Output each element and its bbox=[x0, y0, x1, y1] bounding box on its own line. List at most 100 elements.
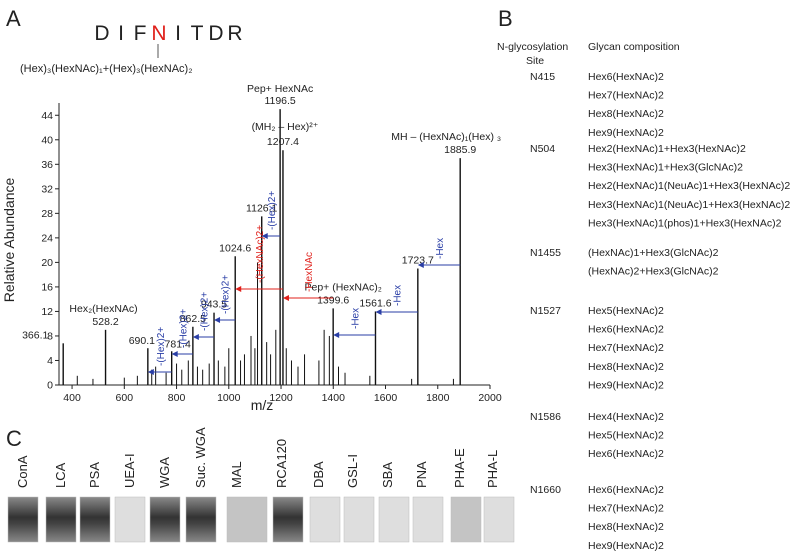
peak-label: 690.1 bbox=[129, 335, 155, 347]
peak-label: 1885.9 bbox=[444, 144, 476, 156]
blot-lane bbox=[7, 496, 39, 543]
site-label: N504 bbox=[530, 143, 555, 155]
x-axis-title: m/z bbox=[251, 397, 274, 413]
blot-lane bbox=[226, 496, 268, 543]
arrow-label: -Hex bbox=[435, 238, 446, 259]
lectin-label: DBA bbox=[311, 461, 326, 488]
peak-annotation: MH – (HexNAc)₁(Hex) ₃ bbox=[391, 131, 501, 143]
peptide-letter: N bbox=[151, 22, 166, 45]
blot-lane bbox=[185, 496, 217, 543]
arrow-label: -(Hex)2+ bbox=[267, 191, 278, 230]
x-tick-label: 800 bbox=[168, 392, 186, 404]
x-tick-label: 2000 bbox=[478, 392, 502, 404]
y-axis-title: Relative Abundance bbox=[1, 178, 17, 303]
lectin-label: PHA-L bbox=[485, 450, 500, 488]
site-label: N1527 bbox=[530, 305, 561, 317]
x-tick-label: 1400 bbox=[322, 392, 346, 404]
blot-lane bbox=[45, 496, 77, 543]
glycan: Hex7(HexNAc)2 bbox=[588, 90, 664, 102]
blot-lane bbox=[309, 496, 341, 543]
y-tick-label: 44 bbox=[41, 110, 53, 122]
panel-label: A bbox=[6, 6, 21, 31]
glycan: Hex5(HexNAc)2 bbox=[588, 305, 664, 317]
peak-label: 1024.6 bbox=[219, 242, 251, 254]
peak-label: 1196.5 bbox=[264, 95, 295, 107]
y-tick-label: 8 bbox=[47, 330, 53, 342]
arrow-label: -(Hex)2+ bbox=[199, 292, 210, 331]
arrow-label: -Hex bbox=[393, 285, 404, 306]
y-tick-label: 12 bbox=[41, 306, 53, 318]
site-label: N1455 bbox=[530, 247, 561, 259]
lectin-label: GSL-I bbox=[345, 454, 360, 488]
peak-label: 1126.1 bbox=[246, 202, 277, 214]
x-tick-label: 600 bbox=[116, 392, 134, 404]
x-tick-label: 1200 bbox=[269, 392, 293, 404]
peak-label: 1399.6 bbox=[317, 294, 349, 306]
site-label: N415 bbox=[530, 71, 555, 83]
arrow-label: -Hex bbox=[350, 308, 361, 329]
peptide-letter: I bbox=[118, 22, 124, 45]
arrow-label: -(Hex)2+ bbox=[221, 275, 232, 314]
glycan: Hex3(HexNAc)1(NeuAc)1+Hex3(HexNAc)2 bbox=[588, 199, 790, 211]
y-tick-label: 20 bbox=[41, 257, 53, 269]
peak-annotation: Pep+ HexNAc bbox=[247, 83, 313, 95]
lectin-label: LCA bbox=[53, 462, 68, 488]
lectin-label: PNA bbox=[414, 461, 429, 488]
glycan: Hex8(HexNAc)2 bbox=[588, 108, 664, 120]
glycan: Hex9(HexNAc)2 bbox=[588, 540, 664, 552]
peak-label: 781.4 bbox=[165, 338, 191, 350]
peptide-letter: F bbox=[134, 22, 147, 45]
y-tick-label: 4 bbox=[47, 355, 53, 367]
glycan: Hex6(HexNAc)2 bbox=[588, 448, 664, 460]
glycan: Hex8(HexNAc)2 bbox=[588, 521, 664, 533]
blot-lane bbox=[114, 496, 146, 543]
lectin-label: WGA bbox=[157, 457, 172, 488]
arrow-head bbox=[214, 317, 221, 323]
glycan: Hex2(HexNAc)1(NeuAc)1+Hex3(HexNAc)2 bbox=[588, 180, 790, 192]
glycan: Hex7(HexNAc)2 bbox=[588, 503, 664, 515]
glycan: Hex2(HexNAc)1+Hex3(HexNAc)2 bbox=[588, 143, 746, 155]
lectin-label: Suc. WGA bbox=[193, 427, 208, 488]
arrow-head bbox=[261, 233, 268, 239]
peak-label: 528.2 bbox=[92, 316, 118, 328]
glycan: (HexNAc)2+Hex3(GlcNAc)2 bbox=[588, 266, 719, 278]
glycan: Hex8(HexNAc)2 bbox=[588, 361, 664, 373]
y-tick-label: 36 bbox=[41, 159, 53, 171]
arrow-head bbox=[171, 351, 178, 357]
lectin-label: PSA bbox=[87, 462, 102, 488]
blot-lane bbox=[79, 496, 111, 543]
panel-label: B bbox=[498, 6, 513, 31]
x-tick-label: 1000 bbox=[217, 392, 241, 404]
glycan: Hex6(HexNAc)2 bbox=[588, 324, 664, 336]
blot-lane bbox=[272, 496, 304, 543]
glycan: Hex4(HexNAc)2 bbox=[588, 411, 664, 423]
y-tick-label: 0 bbox=[47, 380, 53, 392]
glycan: Hex5(HexNAc)2 bbox=[588, 430, 664, 442]
peptide-letter: R bbox=[227, 22, 242, 45]
peak-label: 1207.4 bbox=[267, 136, 299, 148]
arrow-head bbox=[147, 369, 154, 375]
arrow-label: -HexNAc bbox=[304, 252, 315, 292]
panel-label: C bbox=[6, 426, 22, 451]
peptide-letter: D bbox=[208, 22, 223, 45]
peak-label: 862.5 bbox=[180, 313, 206, 325]
peak-annotation: (MH₂ – Hex)²⁺ bbox=[252, 121, 319, 133]
y-tick-label: 28 bbox=[41, 208, 53, 220]
peptide-letter: D bbox=[94, 22, 109, 45]
arrow-head bbox=[282, 295, 289, 301]
peptide-letter: T bbox=[191, 22, 204, 45]
y-tick-label: 16 bbox=[41, 281, 53, 293]
peak-label: 1723.7 bbox=[402, 255, 434, 267]
arrow-label: -(Hex)2+ bbox=[156, 327, 167, 366]
glycan: Hex3(HexNAc)1(phos)1+Hex3(HexNAc)2 bbox=[588, 217, 782, 229]
y-tick-label: 32 bbox=[41, 183, 53, 195]
site-label: N1586 bbox=[530, 411, 561, 423]
blot-lane bbox=[412, 496, 444, 543]
lectin-label: SBA bbox=[380, 462, 395, 488]
lectin-label: UEA-I bbox=[122, 453, 137, 488]
table-header: Glycan composition bbox=[588, 41, 680, 53]
peak-label: 366.1 bbox=[22, 329, 48, 341]
lectin-label: MAL bbox=[229, 461, 244, 488]
arrow-label: -(Hex)2+ bbox=[178, 309, 189, 348]
